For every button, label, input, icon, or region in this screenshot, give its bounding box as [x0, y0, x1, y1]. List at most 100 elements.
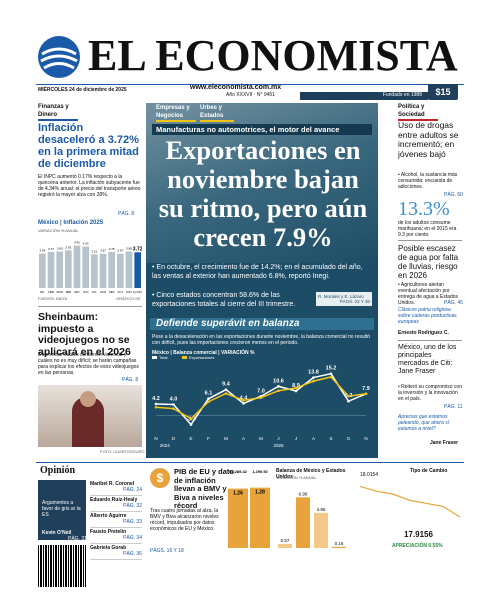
- point: [347, 399, 350, 403]
- point: [259, 396, 263, 399]
- photo: [38, 385, 142, 447]
- point: [312, 376, 315, 379]
- bar: [99, 253, 107, 288]
- bar: [73, 245, 81, 288]
- body-text: • Reiteró su compromiso con la inversión…: [398, 384, 462, 402]
- chart-intro: Pese a la desaceleración en las exportac…: [152, 334, 370, 346]
- legend-swatch: [182, 356, 187, 359]
- lead-bullet: • En octubre, el crecimiento fue de 14.2…: [152, 264, 363, 280]
- bar: [91, 254, 98, 288]
- headline: Sheinbaum: impuesto a videojuegos no se …: [38, 311, 131, 358]
- rule: [38, 306, 142, 307]
- kicker: Manufacturas no automotrices, el motor d…: [152, 124, 372, 135]
- byline-box: R. Morales y E. Lázaro PÁGS. 22 Y 30: [316, 292, 372, 306]
- bar: [228, 488, 248, 548]
- chart-title: Balanza de México y Estados Unidos: [276, 468, 346, 480]
- body-text: • Agricultores alertan eventual afectaci…: [398, 282, 459, 306]
- section-label: Finanzas y Dinero: [38, 104, 78, 121]
- legend-item: Exportaciones: [182, 356, 214, 360]
- fx-start: 18.0154: [360, 472, 379, 478]
- value-label: 4.32: [83, 242, 89, 246]
- promo: Clásicos patria religiosa sobre caderas …: [398, 307, 457, 325]
- x-tick-label: MAR: [57, 290, 63, 294]
- x-tick-label: S: [329, 436, 332, 441]
- x-tick-label: E: [189, 436, 192, 441]
- page-ref: PÁG. 45: [444, 300, 463, 306]
- point: [172, 403, 175, 406]
- price: $15: [428, 84, 458, 100]
- legend-swatch: [152, 356, 157, 359]
- headline: PIB de EU y dato de inflación llevan a B…: [174, 467, 235, 510]
- value-label: 7.9: [362, 386, 370, 392]
- fx-end: 17.9156: [404, 530, 433, 539]
- point: [154, 402, 158, 406]
- opinion-promo-box: [38, 480, 86, 540]
- point: [242, 399, 245, 402]
- value-label: 8.9: [292, 383, 300, 389]
- page-ref: PÁG. 8: [118, 211, 135, 217]
- opinion-row: Alberto Aguirre PÁG. 33: [90, 512, 142, 528]
- bar: [278, 543, 292, 548]
- chart-subtitle: VARIACIÓN % ANUAL: [276, 475, 317, 480]
- byline: R. Morales y E. Lázaro: [318, 294, 364, 299]
- opinion-row: Fausto Pretelin PÁG. 34: [90, 528, 142, 544]
- point: [312, 379, 315, 383]
- point: [154, 405, 158, 409]
- x-tick-label: ABR: [65, 290, 71, 294]
- columnist: Maribel R. Coronel: [90, 481, 135, 487]
- x-tick-label: JUN: [83, 290, 88, 294]
- fx-chart: [359, 485, 461, 518]
- value-label: 3.80: [57, 247, 63, 251]
- year-label: 2025: [273, 443, 284, 448]
- opinion-row: Gabriela Gorab PÁG. 36: [90, 544, 142, 560]
- x-tick-label: A: [312, 436, 315, 441]
- chart-label: México | Balanza comercial | VARIACIÓN %: [152, 350, 255, 356]
- credit: FOTO: CUARTOSCURO: [100, 449, 145, 454]
- section-tab: Urbes y Estados: [200, 105, 234, 122]
- value-label: 10.6: [273, 378, 284, 384]
- page-ref: PÁG. 11: [444, 404, 463, 410]
- x-tick-label: J: [277, 436, 279, 441]
- point: [364, 392, 368, 396]
- value-label: 4.0: [170, 397, 178, 403]
- value-label: 4.2: [152, 396, 160, 402]
- columnist: Fausto Pretelin: [90, 529, 127, 535]
- icon: $: [150, 468, 170, 488]
- year-label: 2024: [160, 443, 171, 448]
- x-tick-label: J: [295, 436, 297, 441]
- index-label: 1,290.92: [252, 469, 268, 474]
- headline: Inflación desaceleró a 3.72% en la prime…: [38, 122, 139, 170]
- promo-author: Ernesto Rodríguez C.: [398, 330, 449, 336]
- value-label: 3.57: [100, 249, 106, 253]
- lead-headline: Exportaciones en noviembre bajan su ritm…: [158, 135, 368, 252]
- columnist: Gabriela Gorab: [90, 545, 127, 551]
- chart-title: Tipo de Cambio: [410, 468, 448, 474]
- source: FUENTE: INEGI: [38, 296, 68, 301]
- x-tick-label: O: [347, 436, 351, 441]
- trade-chart: 0.57 6.99 4.85 0.16: [278, 491, 346, 548]
- section-label: Política y Sociedad: [398, 104, 438, 121]
- value-label: 13.8: [308, 370, 319, 376]
- point: [277, 385, 280, 388]
- bar: [47, 251, 55, 288]
- columnist: Alberto Aguirre: [90, 513, 127, 519]
- legend-label: Total: [159, 356, 168, 360]
- bar: [117, 253, 124, 288]
- bar: [108, 251, 115, 288]
- bullet: Reiteró su compromiso con la inversión y…: [398, 384, 462, 402]
- page-ref: PÁG. 34: [123, 535, 142, 541]
- x-tick-label: A: [242, 436, 245, 441]
- lead-bullet: • Cinco estados concentran 58.6% de las …: [152, 292, 296, 308]
- value-label: 9.4: [222, 382, 231, 388]
- opinion-row: Eduardo Ruiz-Healy PÁG. 32: [90, 496, 142, 512]
- point: [294, 389, 298, 393]
- page-ref: PÁG. 36: [123, 551, 142, 557]
- x-tick-label: NOV: [126, 290, 132, 294]
- logo: [38, 36, 80, 78]
- x-tick-label: N: [154, 436, 157, 441]
- value-label: 1.28: [255, 490, 265, 496]
- page-ref: PÁG. 32: [123, 503, 142, 509]
- bullet: Alcohol, la sustancia más consumida: enc…: [398, 172, 458, 190]
- value-label: 4.85: [317, 507, 326, 512]
